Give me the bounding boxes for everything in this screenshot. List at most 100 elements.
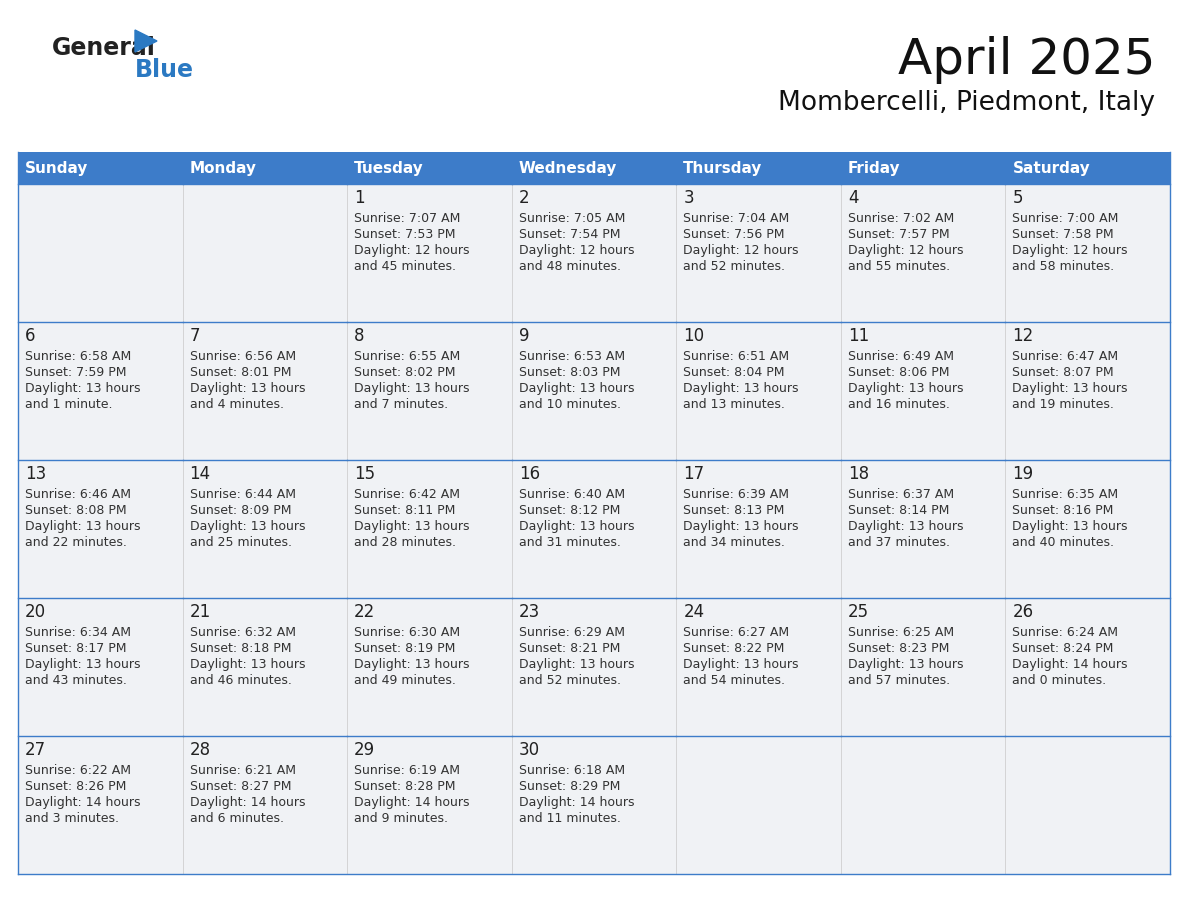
Text: 15: 15 bbox=[354, 465, 375, 483]
Text: Sunset: 7:56 PM: Sunset: 7:56 PM bbox=[683, 228, 785, 241]
Text: Sunset: 8:14 PM: Sunset: 8:14 PM bbox=[848, 504, 949, 517]
Bar bbox=[183, 460, 347, 598]
Text: and 25 minutes.: and 25 minutes. bbox=[190, 536, 291, 549]
Text: Sunrise: 6:37 AM: Sunrise: 6:37 AM bbox=[848, 488, 954, 501]
Text: Sunset: 8:06 PM: Sunset: 8:06 PM bbox=[848, 366, 949, 379]
Text: 8: 8 bbox=[354, 327, 365, 345]
Text: Wednesday: Wednesday bbox=[519, 161, 617, 175]
Text: and 49 minutes.: and 49 minutes. bbox=[354, 674, 456, 687]
Bar bbox=[183, 184, 347, 322]
Bar bbox=[512, 736, 676, 874]
Text: Daylight: 14 hours: Daylight: 14 hours bbox=[354, 796, 469, 809]
Text: 11: 11 bbox=[848, 327, 870, 345]
Text: Sunset: 8:23 PM: Sunset: 8:23 PM bbox=[848, 642, 949, 655]
Text: 26: 26 bbox=[1012, 603, 1034, 621]
Text: and 6 minutes.: and 6 minutes. bbox=[190, 812, 284, 825]
Bar bbox=[676, 598, 841, 736]
Text: Sunset: 8:17 PM: Sunset: 8:17 PM bbox=[25, 642, 126, 655]
Text: Sunset: 8:27 PM: Sunset: 8:27 PM bbox=[190, 780, 291, 793]
Text: Sunset: 8:29 PM: Sunset: 8:29 PM bbox=[519, 780, 620, 793]
Bar bbox=[183, 152, 347, 184]
Bar bbox=[676, 152, 841, 184]
Text: 14: 14 bbox=[190, 465, 210, 483]
Bar bbox=[676, 184, 841, 322]
Bar bbox=[1005, 152, 1170, 184]
Text: and 37 minutes.: and 37 minutes. bbox=[848, 536, 950, 549]
Text: Sunrise: 6:34 AM: Sunrise: 6:34 AM bbox=[25, 626, 131, 639]
Text: 7: 7 bbox=[190, 327, 200, 345]
Text: Sunrise: 6:35 AM: Sunrise: 6:35 AM bbox=[1012, 488, 1119, 501]
Text: Daylight: 13 hours: Daylight: 13 hours bbox=[1012, 520, 1127, 533]
Text: Daylight: 13 hours: Daylight: 13 hours bbox=[519, 382, 634, 395]
Text: 21: 21 bbox=[190, 603, 210, 621]
Bar bbox=[1005, 598, 1170, 736]
Text: Sunset: 8:03 PM: Sunset: 8:03 PM bbox=[519, 366, 620, 379]
Text: and 48 minutes.: and 48 minutes. bbox=[519, 260, 620, 273]
Text: Sunset: 8:07 PM: Sunset: 8:07 PM bbox=[1012, 366, 1114, 379]
Text: and 52 minutes.: and 52 minutes. bbox=[519, 674, 620, 687]
Text: 25: 25 bbox=[848, 603, 868, 621]
Text: Sunrise: 6:40 AM: Sunrise: 6:40 AM bbox=[519, 488, 625, 501]
Text: Sunrise: 7:05 AM: Sunrise: 7:05 AM bbox=[519, 212, 625, 225]
Text: Sunset: 7:59 PM: Sunset: 7:59 PM bbox=[25, 366, 126, 379]
Text: 3: 3 bbox=[683, 189, 694, 207]
Bar bbox=[841, 460, 1005, 598]
Bar bbox=[512, 184, 676, 322]
Bar bbox=[183, 598, 347, 736]
Bar bbox=[1005, 460, 1170, 598]
Text: 9: 9 bbox=[519, 327, 529, 345]
Text: Sunrise: 6:18 AM: Sunrise: 6:18 AM bbox=[519, 764, 625, 777]
Text: Sunrise: 7:07 AM: Sunrise: 7:07 AM bbox=[354, 212, 461, 225]
Text: 28: 28 bbox=[190, 741, 210, 759]
Bar bbox=[347, 184, 512, 322]
Text: Daylight: 13 hours: Daylight: 13 hours bbox=[190, 520, 305, 533]
Text: Daylight: 12 hours: Daylight: 12 hours bbox=[354, 244, 469, 257]
Text: Sunset: 8:09 PM: Sunset: 8:09 PM bbox=[190, 504, 291, 517]
Text: Daylight: 13 hours: Daylight: 13 hours bbox=[683, 382, 798, 395]
Text: Daylight: 13 hours: Daylight: 13 hours bbox=[1012, 382, 1127, 395]
Bar bbox=[512, 322, 676, 460]
Text: Sunset: 7:57 PM: Sunset: 7:57 PM bbox=[848, 228, 949, 241]
Text: Sunrise: 6:27 AM: Sunrise: 6:27 AM bbox=[683, 626, 789, 639]
Bar bbox=[183, 322, 347, 460]
Text: Daylight: 13 hours: Daylight: 13 hours bbox=[190, 382, 305, 395]
Text: Sunrise: 6:49 AM: Sunrise: 6:49 AM bbox=[848, 350, 954, 363]
Text: Sunset: 8:18 PM: Sunset: 8:18 PM bbox=[190, 642, 291, 655]
Text: and 0 minutes.: and 0 minutes. bbox=[1012, 674, 1106, 687]
Text: and 40 minutes.: and 40 minutes. bbox=[1012, 536, 1114, 549]
Text: and 57 minutes.: and 57 minutes. bbox=[848, 674, 950, 687]
Text: Sunrise: 6:56 AM: Sunrise: 6:56 AM bbox=[190, 350, 296, 363]
Text: Sunset: 8:12 PM: Sunset: 8:12 PM bbox=[519, 504, 620, 517]
Text: Sunrise: 6:25 AM: Sunrise: 6:25 AM bbox=[848, 626, 954, 639]
Text: Sunset: 8:04 PM: Sunset: 8:04 PM bbox=[683, 366, 785, 379]
Text: Sunrise: 6:30 AM: Sunrise: 6:30 AM bbox=[354, 626, 460, 639]
Text: Daylight: 14 hours: Daylight: 14 hours bbox=[1012, 658, 1127, 671]
Text: and 45 minutes.: and 45 minutes. bbox=[354, 260, 456, 273]
Text: and 22 minutes.: and 22 minutes. bbox=[25, 536, 127, 549]
Bar bbox=[1005, 184, 1170, 322]
Text: Sunrise: 6:58 AM: Sunrise: 6:58 AM bbox=[25, 350, 131, 363]
Text: Daylight: 12 hours: Daylight: 12 hours bbox=[848, 244, 963, 257]
Text: Sunrise: 7:04 AM: Sunrise: 7:04 AM bbox=[683, 212, 790, 225]
Text: Mombercelli, Piedmont, Italy: Mombercelli, Piedmont, Italy bbox=[778, 90, 1155, 116]
Text: 20: 20 bbox=[25, 603, 46, 621]
Text: and 10 minutes.: and 10 minutes. bbox=[519, 398, 620, 411]
Text: and 1 minute.: and 1 minute. bbox=[25, 398, 113, 411]
Text: April 2025: April 2025 bbox=[897, 36, 1155, 84]
Text: 12: 12 bbox=[1012, 327, 1034, 345]
Text: Sunday: Sunday bbox=[25, 161, 88, 175]
Text: Sunrise: 6:22 AM: Sunrise: 6:22 AM bbox=[25, 764, 131, 777]
Bar bbox=[18, 322, 183, 460]
Bar bbox=[347, 152, 512, 184]
Text: Sunrise: 6:19 AM: Sunrise: 6:19 AM bbox=[354, 764, 460, 777]
Text: General: General bbox=[52, 36, 156, 60]
Text: Sunrise: 6:53 AM: Sunrise: 6:53 AM bbox=[519, 350, 625, 363]
Bar bbox=[512, 152, 676, 184]
Bar bbox=[512, 598, 676, 736]
Text: 23: 23 bbox=[519, 603, 541, 621]
Text: 18: 18 bbox=[848, 465, 868, 483]
Bar bbox=[347, 598, 512, 736]
Text: 29: 29 bbox=[354, 741, 375, 759]
Text: Daylight: 13 hours: Daylight: 13 hours bbox=[683, 520, 798, 533]
Bar bbox=[841, 184, 1005, 322]
